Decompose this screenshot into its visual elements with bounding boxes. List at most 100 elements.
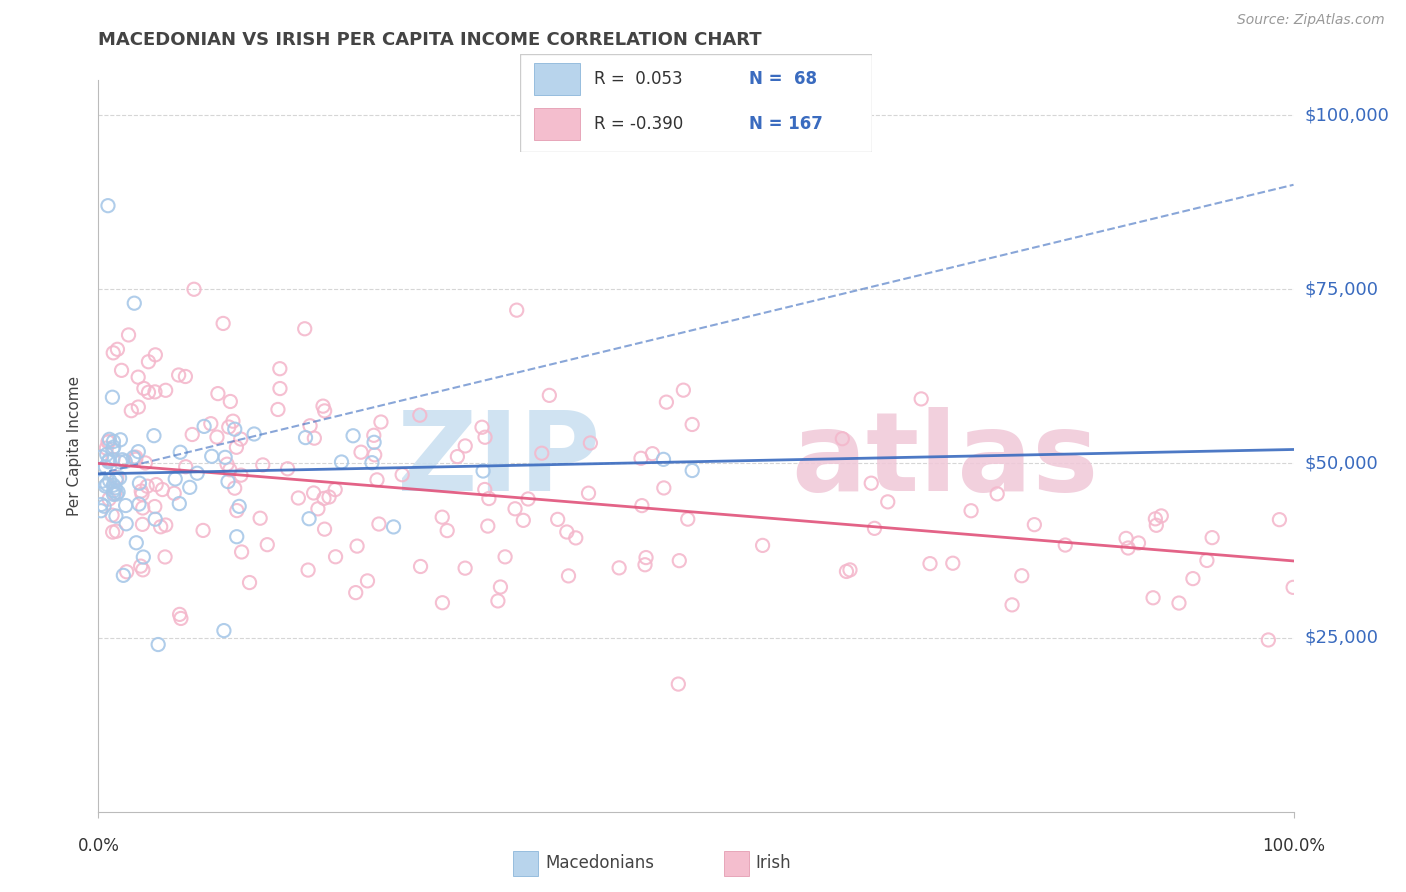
- Point: [312, 399, 335, 413]
- Point: [98, 433, 121, 447]
- Point: [127, 444, 149, 458]
- Point: [1142, 591, 1164, 605]
- Point: [652, 452, 675, 467]
- Point: [110, 433, 132, 447]
- Point: [1024, 517, 1046, 532]
- Text: Irish: Irish: [755, 855, 790, 872]
- Point: [578, 486, 600, 500]
- Point: [186, 467, 208, 481]
- Point: [98, 474, 121, 488]
- Point: [547, 512, 569, 526]
- Point: [370, 415, 392, 429]
- Point: [666, 677, 689, 691]
- Point: [110, 455, 132, 469]
- Text: $100,000: $100,000: [1305, 106, 1389, 124]
- Point: [607, 561, 630, 575]
- Point: [512, 513, 534, 527]
- Point: [125, 452, 148, 467]
- Point: [143, 348, 166, 362]
- Point: [1011, 568, 1033, 582]
- Point: [314, 404, 336, 418]
- Point: [132, 549, 155, 564]
- Point: [1150, 508, 1173, 523]
- Point: [103, 483, 125, 498]
- Point: [225, 440, 247, 454]
- Point: [277, 462, 299, 476]
- Point: [97, 434, 120, 449]
- Point: [910, 392, 932, 406]
- Point: [225, 503, 247, 517]
- Point: [112, 568, 135, 582]
- Point: [90, 450, 112, 464]
- Point: [474, 483, 496, 497]
- Point: [565, 531, 588, 545]
- Point: [668, 554, 690, 568]
- Point: [155, 384, 177, 398]
- Point: [1128, 536, 1150, 550]
- Point: [152, 483, 174, 497]
- Point: [132, 381, 155, 395]
- Point: [212, 624, 235, 638]
- Point: [486, 594, 509, 608]
- Point: [350, 445, 373, 459]
- Point: [132, 563, 155, 577]
- Point: [143, 500, 166, 514]
- Point: [122, 450, 145, 465]
- Point: [128, 497, 150, 511]
- Point: [132, 500, 155, 515]
- Point: [839, 563, 862, 577]
- Point: [323, 483, 346, 497]
- Point: [138, 385, 160, 400]
- Point: [298, 512, 321, 526]
- Point: [101, 442, 124, 457]
- Point: [169, 607, 191, 622]
- Point: [252, 458, 274, 472]
- Point: [538, 388, 561, 402]
- Point: [110, 363, 132, 377]
- Point: [97, 434, 120, 449]
- Point: [169, 497, 191, 511]
- Point: [652, 481, 675, 495]
- Point: [120, 403, 142, 417]
- Point: [454, 561, 477, 575]
- Point: [1144, 518, 1167, 533]
- Point: [212, 317, 235, 331]
- Point: [243, 427, 266, 442]
- Point: [218, 463, 240, 477]
- Point: [314, 522, 336, 536]
- Point: [238, 575, 260, 590]
- Point: [96, 441, 118, 455]
- Point: [641, 447, 664, 461]
- Point: [382, 520, 405, 534]
- Point: [215, 457, 238, 471]
- Point: [231, 545, 253, 559]
- Point: [325, 549, 347, 564]
- Point: [105, 524, 128, 539]
- Point: [205, 430, 228, 444]
- Point: [183, 282, 205, 296]
- Point: [174, 369, 197, 384]
- Text: ZIP: ZIP: [396, 407, 600, 514]
- Text: 0.0%: 0.0%: [77, 837, 120, 855]
- Point: [125, 450, 148, 464]
- Point: [136, 479, 159, 493]
- Point: [101, 508, 124, 523]
- Point: [193, 419, 215, 434]
- Point: [436, 524, 458, 538]
- Point: [170, 611, 193, 625]
- Point: [1144, 512, 1167, 526]
- Point: [103, 478, 125, 492]
- Point: [330, 455, 353, 469]
- Point: [219, 394, 242, 409]
- Point: [128, 476, 150, 491]
- Point: [267, 402, 290, 417]
- Point: [229, 432, 252, 446]
- Point: [124, 296, 146, 310]
- Point: [153, 549, 176, 564]
- Point: [503, 501, 526, 516]
- Point: [181, 427, 204, 442]
- Point: [155, 518, 177, 533]
- Point: [114, 454, 136, 468]
- Point: [207, 386, 229, 401]
- Point: [363, 435, 385, 450]
